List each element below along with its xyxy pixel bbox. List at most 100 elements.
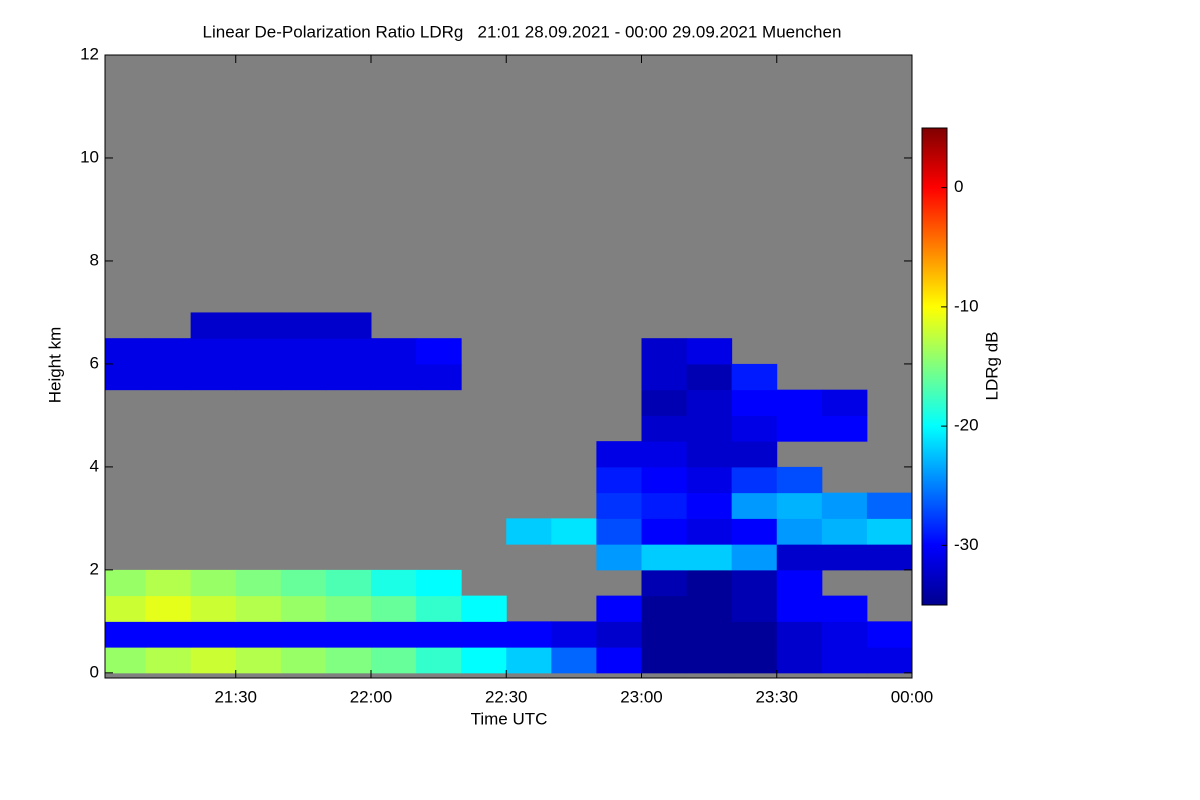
heatmap-cell (370, 595, 417, 622)
heatmap-cell (325, 621, 372, 648)
colorbar-label: LDRg dB (982, 332, 1001, 401)
heatmap-cell (235, 338, 282, 365)
y-tick-label: 4 (90, 456, 99, 475)
heatmap-cell (641, 466, 688, 494)
y-tick-label: 0 (90, 662, 99, 681)
heatmap-cell (325, 647, 372, 674)
heatmap-cell (731, 544, 778, 571)
heatmap-cell (105, 621, 147, 648)
heatmap-cell (145, 338, 192, 365)
heatmap-cell (235, 621, 282, 648)
heatmap-cell (686, 466, 733, 494)
heatmap-cell (731, 569, 778, 597)
x-tick-label: 23:30 (755, 687, 798, 706)
heatmap-cell (190, 338, 237, 365)
heatmap-cell (596, 647, 642, 674)
heatmap-cell (731, 492, 778, 519)
heatmap-cell (416, 595, 462, 622)
heatmap-cell (821, 518, 868, 545)
heatmap-cell (190, 312, 237, 339)
heatmap-cell (416, 338, 462, 365)
heatmap-cell (325, 312, 372, 339)
heatmap-cell (731, 595, 778, 622)
colorbar-tick-label: 0 (954, 177, 963, 196)
heatmap-cell (731, 466, 778, 494)
heatmap-cell (866, 518, 912, 545)
heatmap-cell (641, 621, 688, 648)
heatmap-cell (686, 621, 733, 648)
heatmap-cell (190, 569, 237, 597)
colorbar-tick-label: -10 (954, 296, 979, 315)
heatmap-cell (416, 647, 462, 674)
heatmap-cell (641, 363, 688, 391)
heatmap-cell (866, 647, 912, 674)
colorbar-tick-label: -20 (954, 416, 979, 435)
colorbar-tick-label: -30 (954, 535, 979, 554)
y-axis-label: Height km (45, 327, 64, 404)
heatmap-cell (190, 647, 237, 674)
heatmap-cell (776, 621, 823, 648)
heatmap-cell (686, 569, 733, 597)
x-tick-label: 22:00 (350, 687, 393, 706)
heatmap-cell (190, 363, 237, 391)
heatmap-cell (641, 338, 688, 365)
heatmap-cell (145, 595, 192, 622)
heatmap-cell (280, 595, 327, 622)
heatmap-cell (821, 492, 868, 519)
y-tick-label: 6 (90, 353, 99, 372)
heatmap-cell (731, 363, 778, 391)
axes: 0 2 4 6 8 10 12 21:30 22:00 22:30 23:00 23:30 00:00 0… (80, 44, 979, 706)
heatmap-cell (641, 415, 688, 442)
x-tick-label: 22:30 (485, 687, 528, 706)
y-tick-label: 2 (90, 559, 99, 578)
heatmap-cell (686, 415, 733, 442)
heatmap-cell (731, 389, 778, 416)
chart-title: Linear De-Polarization Ratio LDRg 21:01 … (203, 22, 842, 41)
heatmap-cell (641, 518, 688, 545)
heatmap-cell (686, 338, 733, 365)
heatmap-cell (416, 621, 462, 648)
heatmap-cell (145, 569, 192, 597)
heatmap-cell (461, 621, 507, 648)
heatmap-cell (280, 338, 327, 365)
heatmap-cell (776, 518, 823, 545)
heatmap-cell (641, 647, 688, 674)
heatmap-cell (821, 415, 868, 442)
heatmap-cell (235, 363, 282, 391)
heatmap-cell (686, 518, 733, 545)
heatmap-cell (235, 595, 282, 622)
heatmap-cell (370, 621, 417, 648)
heatmap-cell (866, 621, 912, 648)
heatmap-cell (325, 569, 372, 597)
heatmap-cell (145, 363, 192, 391)
heatmap-cell (596, 466, 642, 494)
heatmap-cell (821, 621, 868, 648)
heatmap-cell (416, 569, 462, 597)
x-tick-label: 00:00 (891, 687, 934, 706)
heatmap-cell (821, 389, 868, 416)
heatmap-cell (866, 544, 912, 571)
y-tick-label: 12 (80, 44, 99, 63)
heatmap-cell (105, 647, 147, 674)
heatmap-cell (506, 621, 552, 648)
heatmap-cell (596, 441, 642, 468)
heatmap-cell (235, 569, 282, 597)
heatmap-cell (105, 363, 147, 391)
heatmap-cell (776, 647, 823, 674)
heatmap-cell (370, 338, 417, 365)
heatmap-cell (641, 389, 688, 416)
heatmap-cell (596, 621, 642, 648)
colorbar (921, 127, 948, 606)
heatmap-cell (776, 544, 823, 571)
heatmap-cell (776, 466, 823, 494)
heatmap-cell (280, 647, 327, 674)
heatmap-cell (821, 544, 868, 571)
heatmap-cell (686, 389, 733, 416)
x-tick-label: 23:00 (620, 687, 663, 706)
heatmap-cell (235, 312, 282, 339)
heatmap-cell (370, 569, 417, 597)
heatmap-cell (641, 544, 688, 571)
heatmap-cell (821, 647, 868, 674)
heatmap-cell (731, 518, 778, 545)
